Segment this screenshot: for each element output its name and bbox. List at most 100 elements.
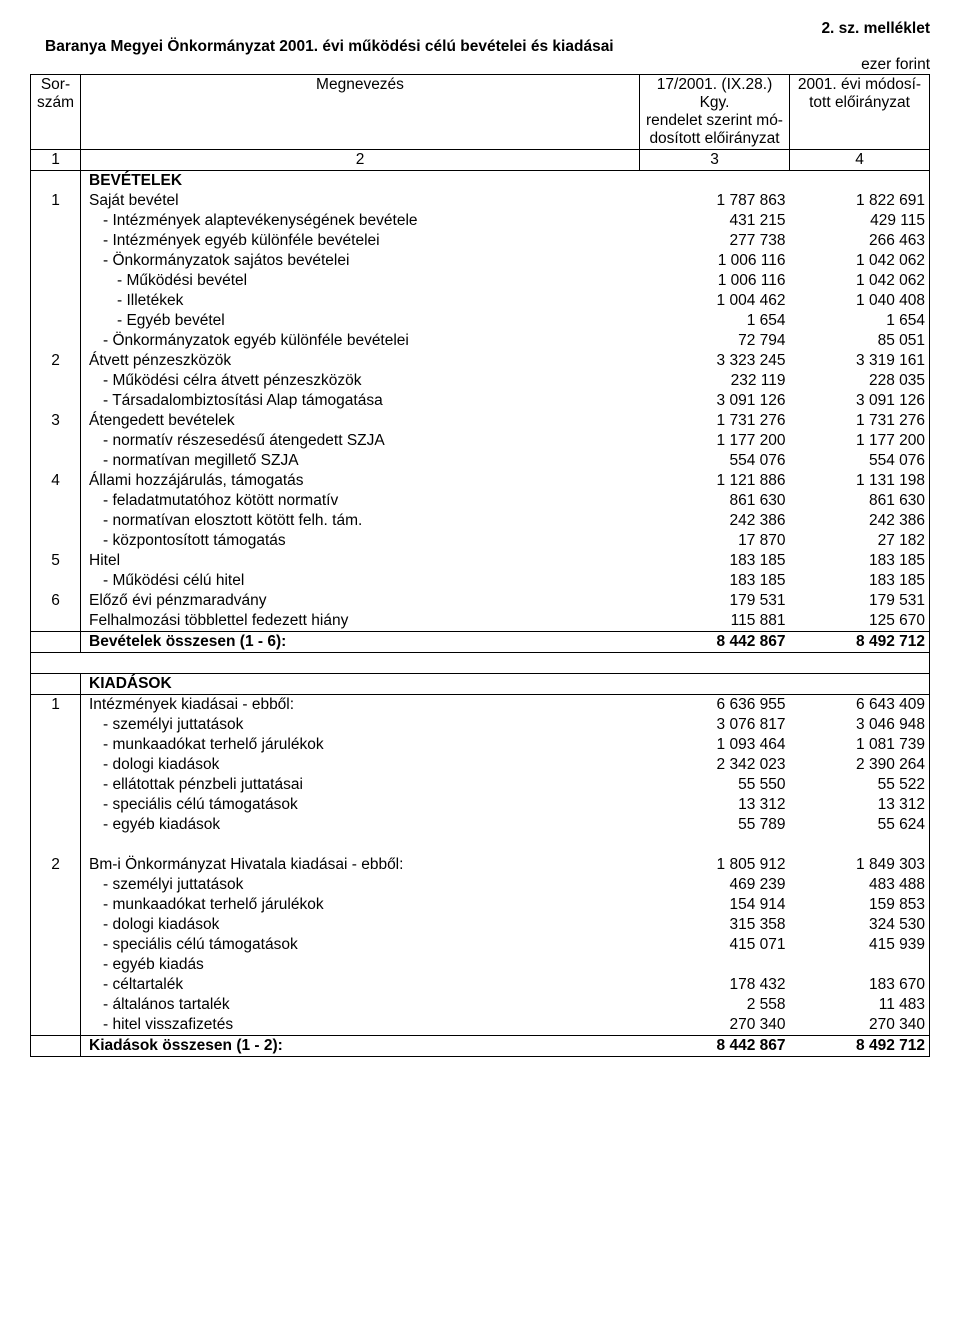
row-number: 3 [31,411,81,431]
row-name: - hitel visszafizetés [81,1015,640,1036]
row-number [31,171,81,192]
row-number [31,895,81,915]
row-value-1: 183 185 [640,571,790,591]
table-row: - céltartalék178 432183 670 [31,975,930,995]
table-row: - Intézmények alaptevékenységének bevéte… [31,211,930,231]
row-value-2 [790,955,930,975]
row-number [31,511,81,531]
table-row: 4Állami hozzájárulás, támogatás1 121 886… [31,471,930,491]
row-name: Átengedett bevételek [81,411,640,431]
row-value-1: 154 914 [640,895,790,915]
row-name: - Intézmények egyéb különféle bevételei [81,231,640,251]
table-row: - személyi juttatások469 239483 488 [31,875,930,895]
row-name: - Társadalombiztosítási Alap támogatása [81,391,640,411]
table-row: BEVÉTELEK [31,171,930,192]
table-row: - egyéb kiadások55 78955 624 [31,815,930,835]
row-value-1: 8 442 867 [640,632,790,653]
row-name: Bevételek összesen (1 - 6): [81,632,640,653]
table-row: - Önkormányzatok sajátos bevételei1 006 … [31,251,930,271]
row-value-2: 2 390 264 [790,755,930,775]
row-value-2: 125 670 [790,611,930,632]
row-value-2: 1 177 200 [790,431,930,451]
row-number [31,291,81,311]
table-row: KIADÁSOK [31,674,930,695]
row-value-2: 8 492 712 [790,632,930,653]
row-value-1: 431 215 [640,211,790,231]
row-value-1 [640,171,790,192]
row-name: Saját bevétel [81,191,640,211]
row-name: - Intézmények alaptevékenységének bevéte… [81,211,640,231]
table-row: - Önkormányzatok egyéb különféle bevétel… [31,331,930,351]
row-value-1: 72 794 [640,331,790,351]
row-number [31,995,81,1015]
row-name: Felhalmozási többlettel fedezett hiány [81,611,640,632]
row-value-2: 1 081 739 [790,735,930,755]
row-value-1: 55 550 [640,775,790,795]
row-value-1 [640,955,790,975]
col-num-3: 3 [640,150,790,171]
row-name: Bm-i Önkormányzat Hivatala kiadásai - eb… [81,855,640,875]
table-row: - normatívan megillető SZJA554 076554 07… [31,451,930,471]
row-number [31,451,81,471]
row-value-2: 3 046 948 [790,715,930,735]
table-row: 3Átengedett bevételek1 731 2761 731 276 [31,411,930,431]
col-header-number: Sor-szám [31,75,81,150]
row-value-2: 55 522 [790,775,930,795]
row-value-1: 1 787 863 [640,191,790,211]
row-value-2: 1 822 691 [790,191,930,211]
table-row: 2Bm-i Önkormányzat Hivatala kiadásai - e… [31,855,930,875]
row-name: Hitel [81,551,640,571]
table-row: - személyi juttatások3 076 8173 046 948 [31,715,930,735]
table-row: Felhalmozási többlettel fedezett hiány11… [31,611,930,632]
table-row: - normatív részesedésű átengedett SZJA 1 … [31,431,930,451]
table-row: - Illetékek1 004 4621 040 408 [31,291,930,311]
row-name: - munkaadókat terhelő járulékok [81,735,640,755]
row-value-2: 1 042 062 [790,251,930,271]
row-number [31,611,81,632]
table-row: - Működési célra átvett pénzeszközök232 … [31,371,930,391]
row-value-1: 6 636 955 [640,695,790,716]
col-num-1: 1 [31,150,81,171]
row-value-1: 242 386 [640,511,790,531]
row-value-2: 1 731 276 [790,411,930,431]
row-number [31,231,81,251]
row-name: KIADÁSOK [81,674,640,695]
row-value-1: 17 870 [640,531,790,551]
row-value-2: 11 483 [790,995,930,1015]
col-header-v2: 2001. évi módosí-tott előirányzat [790,75,930,150]
row-value-2: 415 939 [790,935,930,955]
row-value-1: 1 006 116 [640,251,790,271]
row-value-2: 179 531 [790,591,930,611]
row-value-1: 178 432 [640,975,790,995]
row-number [31,571,81,591]
table-row: - egyéb kiadás [31,955,930,975]
row-value-1: 232 119 [640,371,790,391]
row-name: Állami hozzájárulás, támogatás [81,471,640,491]
row-value-2: 1 849 303 [790,855,930,875]
row-value-2: 159 853 [790,895,930,915]
row-name: - speciális célú támogatások [81,795,640,815]
table-row: - normatívan elosztott kötött felh. tám.… [31,511,930,531]
table-row: - központosított támogatás17 87027 182 [31,531,930,551]
row-value-1: 861 630 [640,491,790,511]
table-row: 1Saját bevétel1 787 8631 822 691 [31,191,930,211]
row-value-2: 1 040 408 [790,291,930,311]
row-value-1: 315 358 [640,915,790,935]
table-row: - Egyéb bevétel1 6541 654 [31,311,930,331]
row-name: - normatív részesedésű átengedett SZJA [81,431,640,451]
row-value-1: 1 121 886 [640,471,790,491]
row-number: 6 [31,591,81,611]
row-name: - Illetékek [81,291,640,311]
row-number: 5 [31,551,81,571]
col-num-4: 4 [790,150,930,171]
row-value-2: 429 115 [790,211,930,231]
row-name: - személyi juttatások [81,715,640,735]
row-number [31,815,81,835]
row-value-1: 1 006 116 [640,271,790,291]
row-value-2: 1 131 198 [790,471,930,491]
row-value-2: 861 630 [790,491,930,511]
row-name: - általános tartalék [81,995,640,1015]
row-value-1: 115 881 [640,611,790,632]
row-value-2: 8 492 712 [790,1036,930,1057]
table-row: - dologi kiadások2 342 0232 390 264 [31,755,930,775]
